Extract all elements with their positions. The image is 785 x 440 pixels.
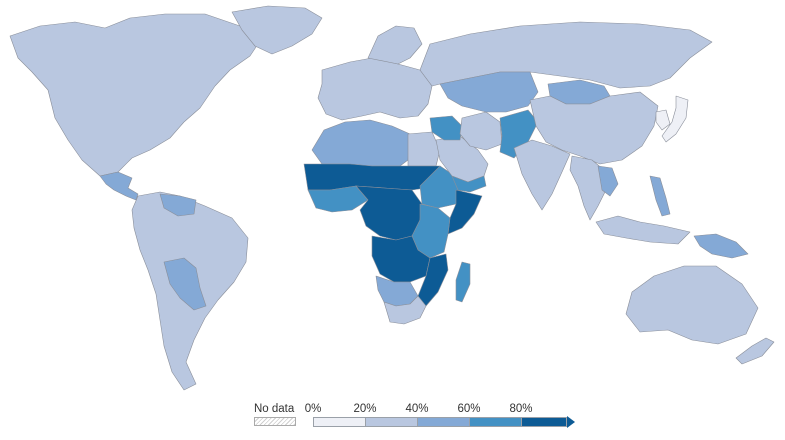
region-new-zealand[interactable]	[735, 337, 775, 365]
region-mozambique[interactable]	[417, 253, 449, 307]
region-yemen[interactable]	[451, 175, 487, 193]
region-scandinavia[interactable]	[367, 25, 423, 65]
legend-bin-80-100[interactable]	[521, 417, 567, 427]
region-japan[interactable]	[661, 95, 689, 143]
region-papua-new-guinea[interactable]	[693, 233, 749, 259]
region-bolivia[interactable]	[163, 257, 207, 311]
legend-bin-40-60[interactable]	[417, 417, 470, 427]
region-southeast-asia[interactable]	[569, 155, 607, 221]
region-russia[interactable]	[419, 21, 713, 89]
region-laos-cambodia[interactable]	[597, 165, 619, 197]
region-india[interactable]	[513, 139, 571, 211]
region-central-africa[interactable]	[355, 185, 423, 241]
region-greenland[interactable]	[231, 5, 323, 55]
legend-bin-60-80[interactable]	[469, 417, 522, 427]
region-indonesia[interactable]	[595, 215, 691, 245]
region-philippines[interactable]	[649, 175, 671, 217]
region-sahel[interactable]	[303, 163, 441, 191]
color-legend: No data 0% 20% 40% 60% 80%	[252, 401, 582, 431]
legend-tick-0: 0%	[304, 403, 322, 415]
no-data-label: No data	[254, 403, 295, 415]
region-east-africa[interactable]	[411, 203, 451, 259]
region-south-africa[interactable]	[383, 295, 427, 325]
legend-arrow-icon	[567, 416, 575, 428]
region-venezuela[interactable]	[159, 193, 197, 217]
region-iran[interactable]	[459, 111, 503, 151]
region-europe[interactable]	[317, 57, 433, 121]
legend-tick-80: 80%	[509, 403, 533, 415]
no-data-swatch	[254, 417, 296, 426]
region-central-asia[interactable]	[439, 71, 539, 113]
region-iraq-syria[interactable]	[429, 115, 463, 141]
legend-bin-20-40[interactable]	[365, 417, 418, 427]
legend-bin-0-20[interactable]	[313, 417, 366, 427]
legend-tick-60: 60%	[457, 403, 481, 415]
legend-tick-40: 40%	[405, 403, 429, 415]
region-korea[interactable]	[655, 109, 671, 131]
region-north-america[interactable]	[9, 13, 263, 177]
region-madagascar[interactable]	[455, 261, 471, 303]
region-egypt[interactable]	[407, 131, 441, 167]
region-china[interactable]	[529, 91, 659, 165]
legend-tick-20: 20%	[353, 403, 377, 415]
world-choropleth-map	[9, 5, 775, 391]
region-north-africa[interactable]	[311, 119, 411, 167]
region-central-america[interactable]	[99, 171, 139, 201]
region-australia[interactable]	[625, 265, 759, 345]
region-somalia[interactable]	[447, 189, 483, 235]
region-west-africa-coast[interactable]	[307, 185, 369, 213]
